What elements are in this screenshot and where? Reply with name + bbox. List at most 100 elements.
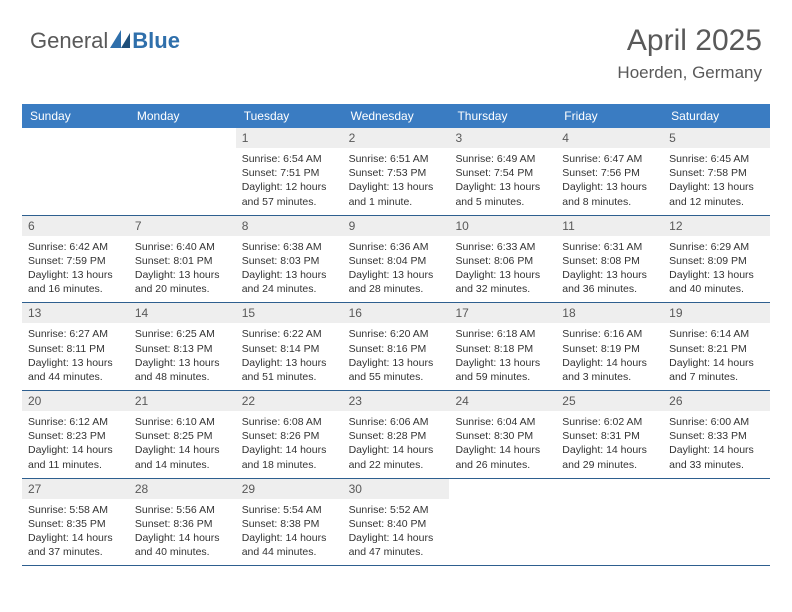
sunrise-line: Sunrise: 6:29 AM <box>669 240 764 254</box>
day-body: Sunrise: 5:58 AMSunset: 8:35 PMDaylight:… <box>22 499 129 566</box>
day-number: 3 <box>449 128 556 148</box>
sunrise-line: Sunrise: 6:51 AM <box>349 152 444 166</box>
calendar-day-cell: 30Sunrise: 5:52 AMSunset: 8:40 PMDayligh… <box>343 479 450 567</box>
sunset-line: Sunset: 8:38 PM <box>242 517 337 531</box>
sunset-line: Sunset: 8:19 PM <box>562 342 657 356</box>
day-number: 9 <box>343 216 450 236</box>
page-title: April 2025 <box>617 24 762 57</box>
calendar-day-cell: 20Sunrise: 6:12 AMSunset: 8:23 PMDayligh… <box>22 391 129 479</box>
day-body: Sunrise: 6:45 AMSunset: 7:58 PMDaylight:… <box>663 148 770 215</box>
calendar-day-cell: 21Sunrise: 6:10 AMSunset: 8:25 PMDayligh… <box>129 391 236 479</box>
day-body: Sunrise: 6:33 AMSunset: 8:06 PMDaylight:… <box>449 236 556 303</box>
day-body: Sunrise: 6:27 AMSunset: 8:11 PMDaylight:… <box>22 323 129 390</box>
day-body: Sunrise: 6:00 AMSunset: 8:33 PMDaylight:… <box>663 411 770 478</box>
day-of-week-cell: Sunday <box>22 104 129 128</box>
day-of-week-header: SundayMondayTuesdayWednesdayThursdayFrid… <box>22 104 770 128</box>
logo-text-blue: Blue <box>132 28 180 54</box>
header-right: April 2025 Hoerden, Germany <box>617 24 762 83</box>
day-number: 2 <box>343 128 450 148</box>
day-body: Sunrise: 6:38 AMSunset: 8:03 PMDaylight:… <box>236 236 343 303</box>
sunrise-line: Sunrise: 6:54 AM <box>242 152 337 166</box>
sunset-line: Sunset: 8:21 PM <box>669 342 764 356</box>
calendar-day-cell: 10Sunrise: 6:33 AMSunset: 8:06 PMDayligh… <box>449 216 556 304</box>
sunset-line: Sunset: 8:18 PM <box>455 342 550 356</box>
day-number: 26 <box>663 391 770 411</box>
day-number: 7 <box>129 216 236 236</box>
day-body: Sunrise: 6:51 AMSunset: 7:53 PMDaylight:… <box>343 148 450 215</box>
sunrise-line: Sunrise: 6:25 AM <box>135 327 230 341</box>
sunrise-line: Sunrise: 5:58 AM <box>28 503 123 517</box>
calendar-day-cell: 22Sunrise: 6:08 AMSunset: 8:26 PMDayligh… <box>236 391 343 479</box>
location-label: Hoerden, Germany <box>617 63 762 83</box>
sunset-line: Sunset: 8:03 PM <box>242 254 337 268</box>
day-of-week-cell: Wednesday <box>343 104 450 128</box>
calendar-day-cell: 14Sunrise: 6:25 AMSunset: 8:13 PMDayligh… <box>129 303 236 391</box>
day-number: 29 <box>236 479 343 499</box>
day-body: Sunrise: 6:18 AMSunset: 8:18 PMDaylight:… <box>449 323 556 390</box>
daylight-line: Daylight: 14 hours and 26 minutes. <box>455 443 550 471</box>
daylight-line: Daylight: 13 hours and 48 minutes. <box>135 356 230 384</box>
sunrise-line: Sunrise: 6:10 AM <box>135 415 230 429</box>
calendar-day-cell: 17Sunrise: 6:18 AMSunset: 8:18 PMDayligh… <box>449 303 556 391</box>
daylight-line: Daylight: 13 hours and 5 minutes. <box>455 180 550 208</box>
day-number: 18 <box>556 303 663 323</box>
daylight-line: Daylight: 13 hours and 1 minute. <box>349 180 444 208</box>
calendar-week-row: 20Sunrise: 6:12 AMSunset: 8:23 PMDayligh… <box>22 391 770 479</box>
daylight-line: Daylight: 13 hours and 8 minutes. <box>562 180 657 208</box>
calendar-day-cell: 23Sunrise: 6:06 AMSunset: 8:28 PMDayligh… <box>343 391 450 479</box>
daylight-line: Daylight: 14 hours and 47 minutes. <box>349 531 444 559</box>
day-body: Sunrise: 6:12 AMSunset: 8:23 PMDaylight:… <box>22 411 129 478</box>
sunset-line: Sunset: 8:35 PM <box>28 517 123 531</box>
daylight-line: Daylight: 13 hours and 59 minutes. <box>455 356 550 384</box>
day-number: 30 <box>343 479 450 499</box>
calendar-day-cell: 26Sunrise: 6:00 AMSunset: 8:33 PMDayligh… <box>663 391 770 479</box>
daylight-line: Daylight: 13 hours and 24 minutes. <box>242 268 337 296</box>
daylight-line: Daylight: 13 hours and 12 minutes. <box>669 180 764 208</box>
calendar: SundayMondayTuesdayWednesdayThursdayFrid… <box>22 104 770 566</box>
day-number: 16 <box>343 303 450 323</box>
day-body: Sunrise: 6:16 AMSunset: 8:19 PMDaylight:… <box>556 323 663 390</box>
day-number: 23 <box>343 391 450 411</box>
calendar-day-cell: 15Sunrise: 6:22 AMSunset: 8:14 PMDayligh… <box>236 303 343 391</box>
day-body: Sunrise: 5:54 AMSunset: 8:38 PMDaylight:… <box>236 499 343 566</box>
day-number: 6 <box>22 216 129 236</box>
sunset-line: Sunset: 7:51 PM <box>242 166 337 180</box>
sunset-line: Sunset: 7:54 PM <box>455 166 550 180</box>
day-number: 22 <box>236 391 343 411</box>
calendar-day-cell: 5Sunrise: 6:45 AMSunset: 7:58 PMDaylight… <box>663 128 770 216</box>
sunrise-line: Sunrise: 6:22 AM <box>242 327 337 341</box>
sunrise-line: Sunrise: 5:52 AM <box>349 503 444 517</box>
calendar-week-row: 6Sunrise: 6:42 AMSunset: 7:59 PMDaylight… <box>22 216 770 304</box>
sunrise-line: Sunrise: 5:54 AM <box>242 503 337 517</box>
sunrise-line: Sunrise: 6:04 AM <box>455 415 550 429</box>
daylight-line: Daylight: 14 hours and 33 minutes. <box>669 443 764 471</box>
day-of-week-cell: Thursday <box>449 104 556 128</box>
sunrise-line: Sunrise: 6:06 AM <box>349 415 444 429</box>
day-number: 12 <box>663 216 770 236</box>
daylight-line: Daylight: 13 hours and 40 minutes. <box>669 268 764 296</box>
sunset-line: Sunset: 8:11 PM <box>28 342 123 356</box>
calendar-day-cell: 27Sunrise: 5:58 AMSunset: 8:35 PMDayligh… <box>22 479 129 567</box>
day-number: 5 <box>663 128 770 148</box>
day-body: Sunrise: 6:54 AMSunset: 7:51 PMDaylight:… <box>236 148 343 215</box>
calendar-day-cell: 6 Sunrise: 6:42 AMSunset: 7:59 PMDaylight… <box>22 216 129 304</box>
sunset-line: Sunset: 7:59 PM <box>28 254 123 268</box>
calendar-day-cell: 3Sunrise: 6:49 AMSunset: 7:54 PMDaylight… <box>449 128 556 216</box>
calendar-day-cell: 7Sunrise: 6:40 AMSunset: 8:01 PMDaylight… <box>129 216 236 304</box>
day-body: Sunrise: 6:40 AMSunset: 8:01 PMDaylight:… <box>129 236 236 303</box>
day-body: Sunrise: 6:22 AMSunset: 8:14 PMDaylight:… <box>236 323 343 390</box>
calendar-week-row: 27Sunrise: 5:58 AMSunset: 8:35 PMDayligh… <box>22 479 770 567</box>
sunset-line: Sunset: 7:56 PM <box>562 166 657 180</box>
calendar-day-cell <box>556 479 663 567</box>
day-number: 14 <box>129 303 236 323</box>
day-number: 15 <box>236 303 343 323</box>
sunset-line: Sunset: 8:09 PM <box>669 254 764 268</box>
day-body: Sunrise: 6:31 AMSunset: 8:08 PMDaylight:… <box>556 236 663 303</box>
day-of-week-cell: Friday <box>556 104 663 128</box>
day-number: 4 <box>556 128 663 148</box>
daylight-line: Daylight: 13 hours and 16 minutes. <box>28 268 123 296</box>
day-number: 28 <box>129 479 236 499</box>
calendar-day-cell <box>663 479 770 567</box>
daylight-line: Daylight: 13 hours and 32 minutes. <box>455 268 550 296</box>
sunrise-line: Sunrise: 6:42 AM <box>28 240 123 254</box>
